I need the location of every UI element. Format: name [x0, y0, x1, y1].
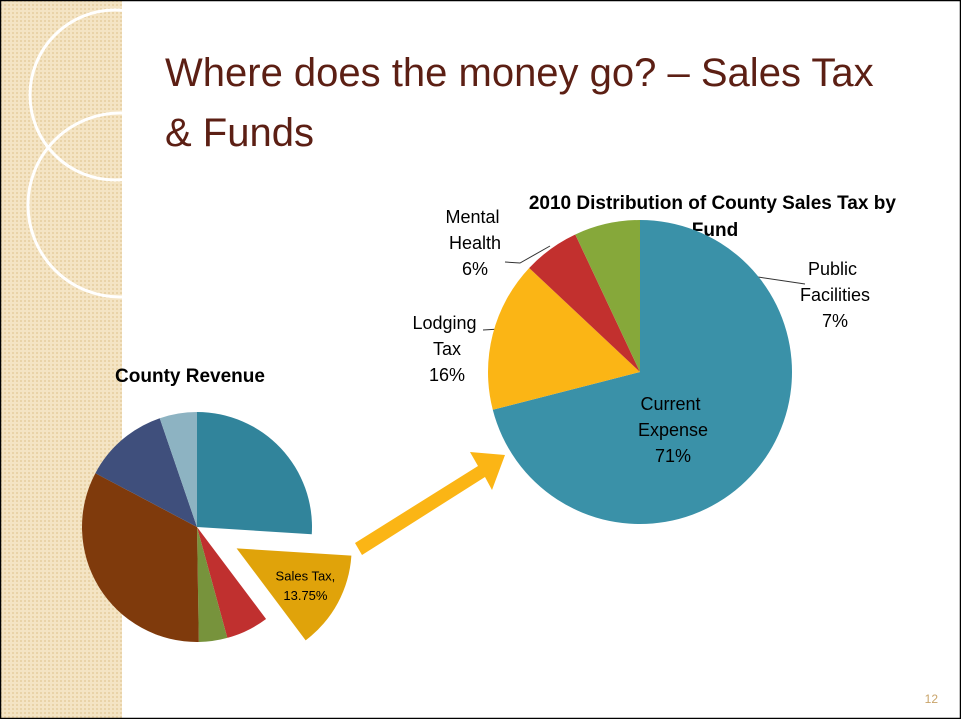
decor-circle [26, 111, 214, 299]
pie-slice [529, 234, 640, 372]
side-strip [0, 0, 122, 719]
slice-label: Mental Health [445, 207, 504, 253]
pie-slice [159, 411, 197, 527]
slice-value-label: 71% [655, 446, 691, 466]
page-number: 12 [925, 692, 939, 706]
slide-title: Where does the money go? – Sales Tax & F… [165, 51, 885, 155]
slice-value-label: 7% [822, 311, 848, 331]
slice-value-label: 13.75% [283, 588, 328, 603]
slice-label: Public Facilities [800, 259, 870, 305]
pie-slice [197, 527, 228, 642]
decor-circle [28, 8, 202, 182]
slice-value-label: 16% [429, 365, 465, 385]
pie-slice [492, 220, 792, 524]
pie-slice [487, 267, 640, 410]
pie-slice [575, 220, 640, 372]
pie-slice [81, 473, 199, 643]
pie-slice [236, 548, 352, 641]
chart-title: County Revenue [115, 366, 265, 387]
slice-label: Current Expense [638, 394, 708, 440]
pie-slice [95, 418, 197, 527]
pie-slice [197, 412, 312, 535]
arrow [355, 452, 505, 555]
slice-label: Sales Tax, [276, 569, 336, 584]
pie-slice [197, 527, 267, 638]
slice-value-label: 6% [462, 259, 488, 279]
slice-label: Lodging Tax [412, 313, 481, 359]
